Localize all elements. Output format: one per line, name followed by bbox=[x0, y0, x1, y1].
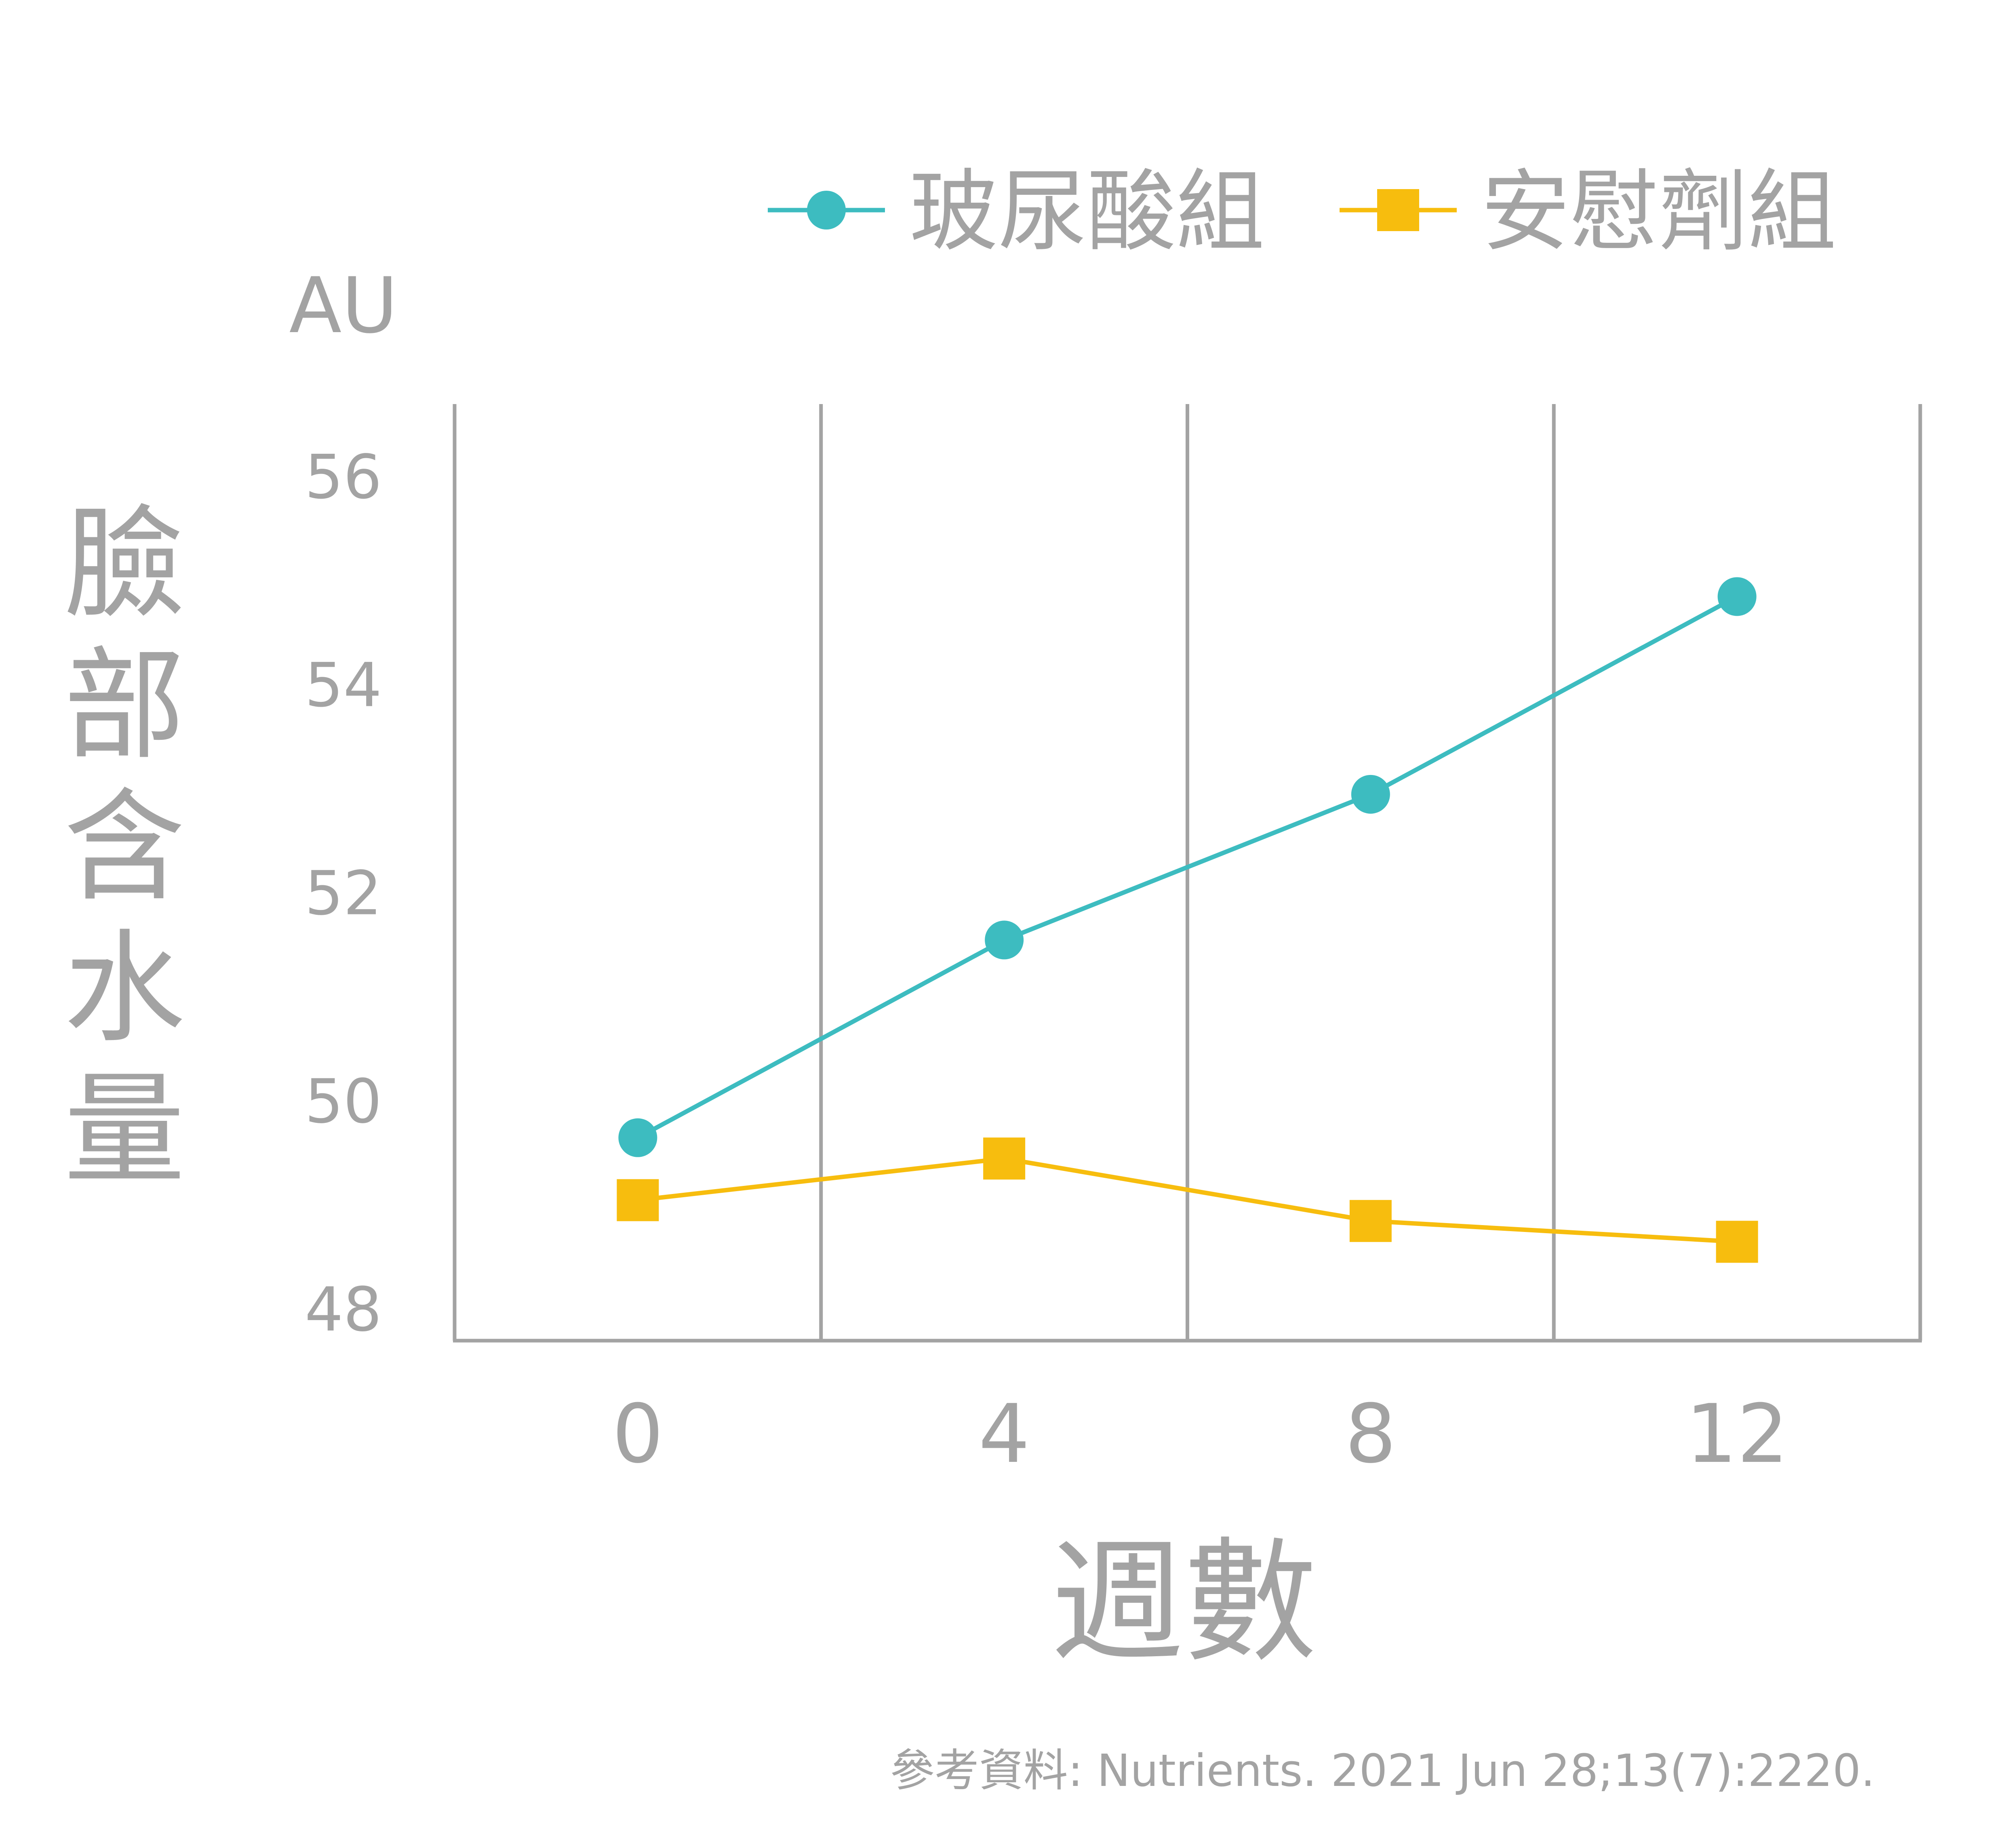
legend-marker bbox=[807, 191, 846, 230]
y-axis-title-char: 水 bbox=[64, 918, 185, 1059]
unit-label: AU bbox=[289, 261, 398, 350]
series-lines bbox=[636, 594, 1738, 1244]
data-point bbox=[1349, 1200, 1392, 1242]
series-line-0 bbox=[636, 594, 1738, 1140]
x-tick-label: 12 bbox=[1685, 1387, 1788, 1481]
y-tick-label: 56 bbox=[305, 442, 382, 512]
legend-label: 安慰劑組 bbox=[1481, 160, 1837, 263]
y-axis-title-char: 臉 bbox=[64, 494, 185, 635]
series-line-1 bbox=[637, 1156, 1737, 1244]
y-tick-label: 48 bbox=[305, 1275, 382, 1345]
x-axis-title: 週數 bbox=[1051, 1525, 1317, 1680]
legend: 玻尿酸組 安慰劑組 bbox=[768, 160, 1837, 263]
series-markers bbox=[617, 577, 1758, 1263]
y-axis-title-char: 部 bbox=[64, 635, 185, 776]
y-tick-label: 54 bbox=[305, 651, 382, 721]
y-axis-title: 臉部含水量 bbox=[64, 494, 185, 1200]
data-point bbox=[1717, 577, 1757, 616]
y-axis-title-char: 量 bbox=[64, 1059, 185, 1200]
y-tick-label: 50 bbox=[305, 1067, 382, 1137]
legend-label: 玻尿酸組 bbox=[909, 160, 1265, 263]
data-point bbox=[618, 1118, 657, 1157]
data-point bbox=[1716, 1221, 1758, 1263]
y-axis-title-char: 含 bbox=[64, 777, 185, 918]
y-tick-label: 52 bbox=[305, 859, 382, 929]
data-point bbox=[985, 920, 1024, 960]
data-point bbox=[983, 1137, 1026, 1180]
x-tick-labels: 0 4 8 12 bbox=[612, 1387, 1788, 1481]
x-tick-label: 0 bbox=[612, 1387, 664, 1481]
data-point bbox=[1351, 775, 1390, 814]
x-tick-label: 8 bbox=[1345, 1387, 1396, 1481]
data-point bbox=[617, 1179, 659, 1221]
x-tick-label: 4 bbox=[979, 1387, 1030, 1481]
source-note: 參考資料: Nutrients. 2021 Jun 28;13(7):2220. bbox=[890, 1745, 1875, 1796]
y-tick-labels: 56 54 52 50 48 bbox=[305, 442, 382, 1345]
grid bbox=[453, 404, 1922, 1343]
legend-marker bbox=[1377, 189, 1419, 231]
